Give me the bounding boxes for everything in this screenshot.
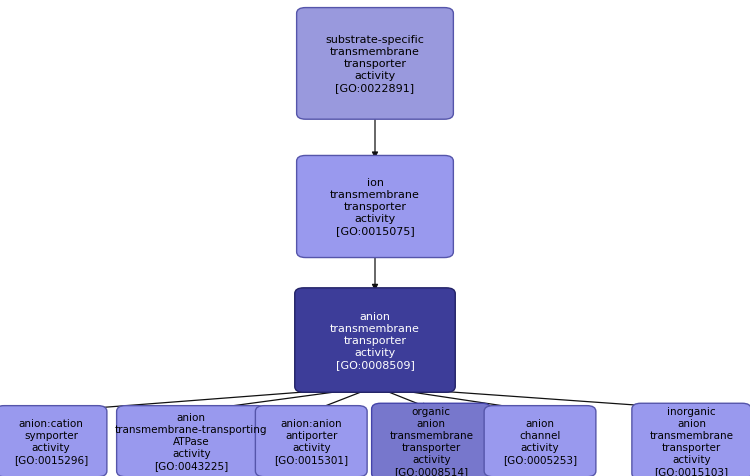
Text: anion
channel
activity
[GO:0005253]: anion channel activity [GO:0005253] <box>503 418 577 464</box>
FancyBboxPatch shape <box>484 406 596 476</box>
FancyBboxPatch shape <box>117 406 266 476</box>
FancyBboxPatch shape <box>0 406 106 476</box>
FancyBboxPatch shape <box>632 404 750 476</box>
Text: anion
transmembrane-transporting
ATPase
activity
[GO:0043225]: anion transmembrane-transporting ATPase … <box>115 412 268 470</box>
Text: organic
anion
transmembrane
transporter
activity
[GO:0008514]: organic anion transmembrane transporter … <box>389 407 473 476</box>
Text: anion:cation
symporter
activity
[GO:0015296]: anion:cation symporter activity [GO:0015… <box>14 418 88 464</box>
Text: ion
transmembrane
transporter
activity
[GO:0015075]: ion transmembrane transporter activity [… <box>330 178 420 236</box>
FancyBboxPatch shape <box>295 288 455 392</box>
Text: anion:anion
antiporter
activity
[GO:0015301]: anion:anion antiporter activity [GO:0015… <box>274 418 348 464</box>
FancyBboxPatch shape <box>296 9 453 120</box>
FancyBboxPatch shape <box>296 156 453 258</box>
Text: substrate-specific
transmembrane
transporter
activity
[GO:0022891]: substrate-specific transmembrane transpo… <box>326 35 424 93</box>
Text: anion
transmembrane
transporter
activity
[GO:0008509]: anion transmembrane transporter activity… <box>330 311 420 369</box>
FancyBboxPatch shape <box>371 404 490 476</box>
Text: inorganic
anion
transmembrane
transporter
activity
[GO:0015103]: inorganic anion transmembrane transporte… <box>650 407 734 476</box>
FancyBboxPatch shape <box>255 406 367 476</box>
